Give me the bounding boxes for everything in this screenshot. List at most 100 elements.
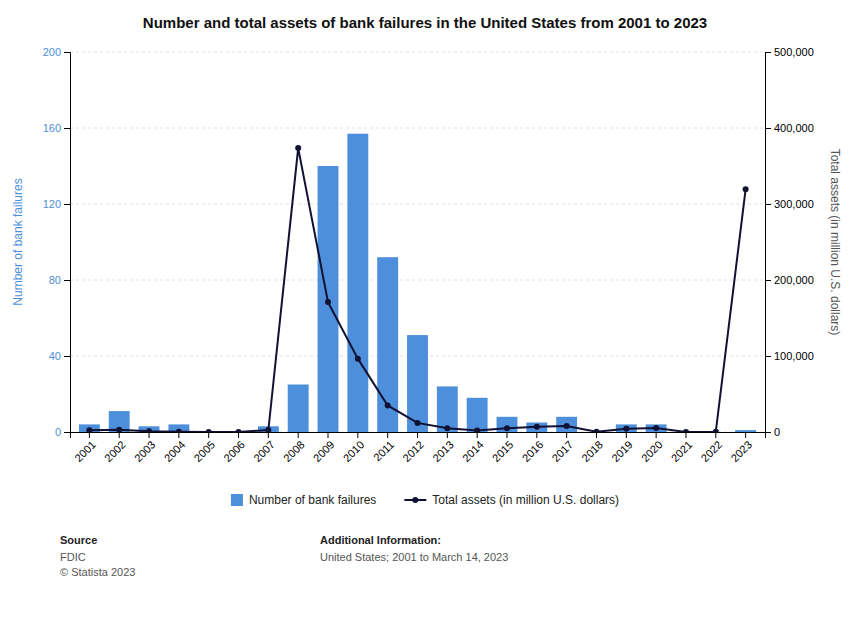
line-marker	[176, 429, 182, 432]
chart: 2001200220032004200520062007200820092010…	[0, 0, 850, 632]
x-axis-tick: 2004	[162, 432, 188, 464]
line-marker	[325, 299, 331, 305]
x-axis-tick-mark	[238, 432, 239, 438]
x-axis-tick-label: 2014	[460, 438, 486, 464]
bar	[437, 386, 458, 432]
x-axis-tick: 2012	[400, 432, 426, 464]
line-marker	[355, 356, 361, 362]
x-axis-tick: 2022	[699, 432, 725, 464]
x-axis-tick: 2016	[520, 432, 546, 464]
y-axis-tick-mark	[64, 280, 70, 281]
line-marker	[504, 425, 510, 431]
legend-item: Number of bank failures	[231, 493, 376, 507]
grid-line	[70, 204, 765, 205]
bar	[288, 385, 309, 433]
x-axis-tick-label: 2012	[400, 438, 426, 464]
y-axis-tick: 0	[55, 426, 70, 438]
line-marker	[265, 427, 271, 432]
x-axis-tick: 2002	[102, 432, 128, 464]
x-axis-tick-label: 2021	[669, 438, 695, 464]
y2-axis-tick: 500,000	[765, 46, 814, 58]
x-axis-tick-label: 2019	[609, 438, 635, 464]
line-marker	[116, 427, 122, 432]
x-axis-tick: 2006	[221, 432, 247, 464]
y-axis-tick: 200	[43, 46, 70, 58]
y-axis-tick-mark	[64, 128, 70, 129]
x-axis-tick-label: 2008	[281, 438, 307, 464]
grid	[70, 52, 765, 432]
title: Number and total assets of bank failures…	[143, 14, 707, 31]
bar	[109, 411, 130, 432]
y-axis-tick-label: 40	[49, 350, 61, 362]
x-axis-tick-label: 2017	[549, 438, 575, 464]
line-marker	[415, 420, 421, 426]
bar	[377, 257, 398, 432]
x-axis-tick-mark	[268, 432, 269, 438]
x-axis-tick: 2007	[251, 432, 277, 464]
grid-line	[70, 128, 765, 129]
footnote-text: United States; 2001 to March 14, 2023	[320, 551, 508, 563]
y2-axis-tick-label: 400,000	[774, 122, 814, 134]
y2-axis-tick-label: 0	[774, 426, 780, 438]
x-axis-tick-label: 2003	[132, 438, 158, 464]
y-axis-tick: 80	[49, 274, 70, 286]
y2-axis-tick-mark	[765, 128, 771, 129]
x-axis-tick-label: 2013	[430, 438, 456, 464]
x-axis-tick-mark	[417, 432, 418, 438]
y2-axis-title: Total assets (in million U.S. dollars)	[828, 149, 842, 336]
plot: 2001200220032004200520062007200820092010…	[11, 46, 842, 464]
y2-axis: 0 100,000 200,000 300,000 400,000 500,000	[765, 46, 814, 438]
y-axis-tick: 160	[43, 122, 70, 134]
y-axis-tick-mark	[64, 52, 70, 53]
x-axis-tick: 2015	[490, 432, 516, 464]
legend: Number of bank failuresTotal assets (in …	[231, 493, 619, 507]
x-axis-tick-mark	[178, 432, 179, 438]
bar	[556, 417, 577, 432]
line-marker	[743, 186, 749, 192]
line-marker	[713, 429, 719, 432]
x-axis-tick: 2020	[639, 432, 665, 464]
x-axis-tick-mark	[656, 432, 657, 438]
footnote-heading: Additional Information:	[320, 534, 441, 546]
grid-line	[70, 52, 765, 53]
bar	[347, 134, 368, 432]
x-axis-tick-mark	[536, 432, 537, 438]
line-marker	[444, 425, 450, 431]
x-axis-tick-mark	[477, 432, 478, 438]
x-axis-tick: 2005	[191, 432, 217, 464]
y2-axis-tick-mark	[765, 280, 771, 281]
y2-axis-tick: 0	[765, 426, 780, 438]
x-axis-tick: 2023	[728, 432, 754, 464]
y2-axis-tick-label: 300,000	[774, 198, 814, 210]
legend-label: Number of bank failures	[249, 493, 376, 507]
x-axis-tick-mark	[119, 432, 120, 438]
x-axis-tick-mark	[566, 432, 567, 438]
x-axis-tick: 2014	[460, 432, 486, 464]
y2-axis-tick-mark	[765, 432, 771, 433]
y2-axis-tick: 200,000	[765, 274, 814, 286]
line-marker	[653, 425, 659, 431]
x-axis-tick-label: 2015	[490, 438, 516, 464]
y2-axis-tick: 100,000	[765, 350, 814, 362]
x-axis-tick-label: 2022	[699, 438, 725, 464]
x-axis-tick-label: 2009	[311, 438, 337, 464]
x-axis-tick-mark	[298, 432, 299, 438]
x-axis-tick: 2010	[341, 432, 367, 464]
y2-axis-tick-label: 100,000	[774, 350, 814, 362]
x-axis-tick: 2001	[72, 432, 98, 464]
y-axis-tick-mark	[64, 356, 70, 357]
x-axis-tick-mark	[685, 432, 686, 438]
y2-axis-line	[766, 53, 772, 433]
grid-line	[70, 280, 765, 281]
bar	[735, 430, 756, 432]
y-axis-tick: 40	[49, 350, 70, 362]
bars	[79, 134, 756, 432]
y-axis-tick-label: 160	[43, 122, 61, 134]
x-axis-tick: 2011	[371, 432, 396, 464]
x-axis-tick-mark	[328, 432, 329, 438]
line-marker	[564, 423, 570, 429]
x-axis-tick-label: 2005	[191, 438, 217, 464]
line-marker	[236, 429, 242, 432]
x-axis-tick: 2013	[430, 432, 456, 464]
x-axis-tick-label: 2001	[72, 438, 98, 464]
